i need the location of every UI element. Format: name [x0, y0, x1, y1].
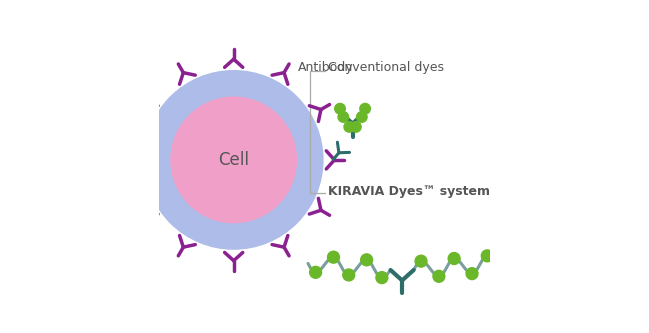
Circle shape: [344, 122, 354, 132]
Circle shape: [415, 255, 427, 267]
Circle shape: [376, 272, 388, 283]
Circle shape: [328, 251, 339, 263]
Circle shape: [350, 122, 361, 132]
Circle shape: [171, 97, 297, 223]
Circle shape: [145, 71, 323, 249]
Circle shape: [448, 252, 460, 264]
Text: Conventional dyes: Conventional dyes: [328, 61, 444, 74]
Circle shape: [356, 112, 367, 122]
Circle shape: [153, 80, 314, 240]
Text: Antibody: Antibody: [298, 61, 354, 74]
Text: KIRAVIA Dyes™ system: KIRAVIA Dyes™ system: [328, 185, 490, 198]
Circle shape: [466, 268, 478, 280]
Circle shape: [149, 75, 319, 245]
Circle shape: [433, 270, 445, 282]
Circle shape: [145, 71, 323, 249]
Circle shape: [335, 104, 345, 114]
Circle shape: [482, 250, 493, 262]
Circle shape: [343, 269, 355, 281]
Text: Cell: Cell: [218, 151, 249, 169]
Circle shape: [338, 112, 349, 122]
Circle shape: [310, 266, 321, 278]
Circle shape: [361, 254, 373, 266]
Circle shape: [360, 104, 371, 114]
